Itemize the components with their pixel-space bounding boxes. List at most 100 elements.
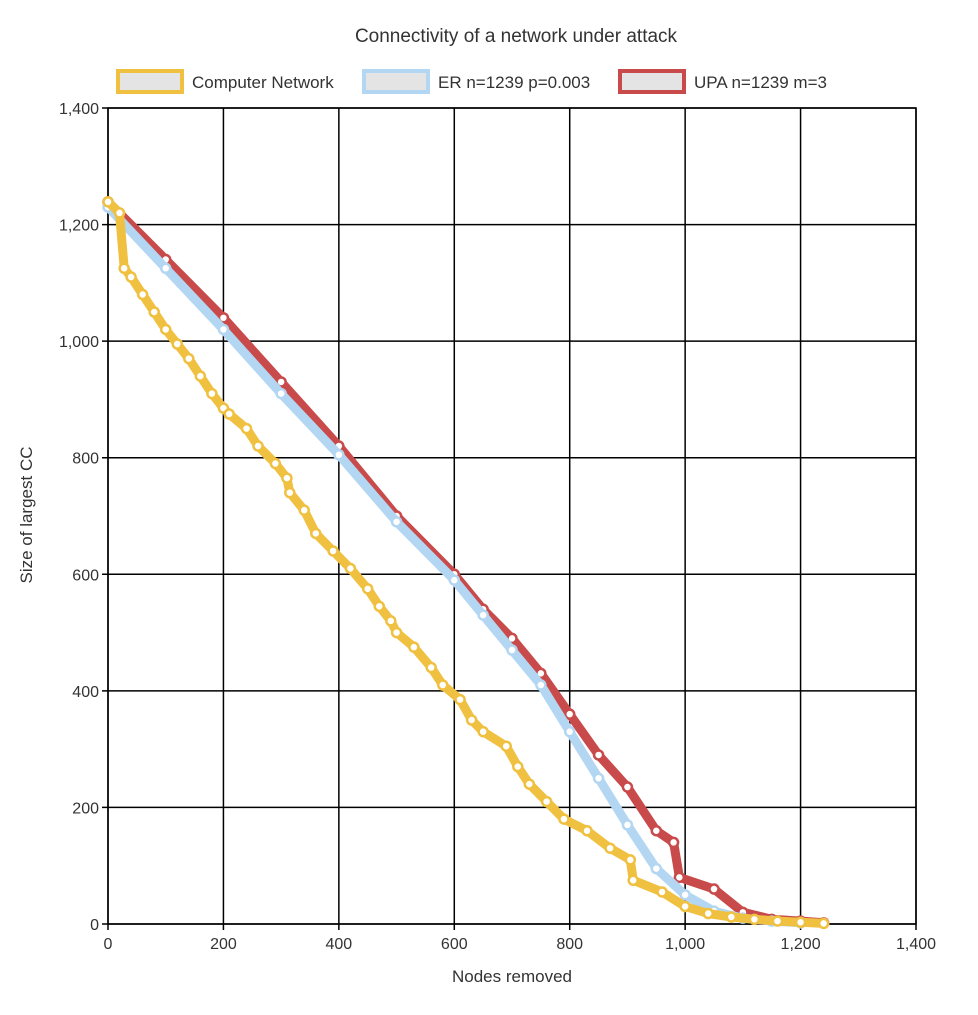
data-point[interactable] — [500, 740, 512, 752]
series-group — [102, 196, 830, 929]
data-point[interactable] — [113, 207, 126, 219]
data-point[interactable] — [650, 824, 663, 837]
data-point[interactable] — [118, 262, 130, 275]
x-tick-label: 0 — [104, 936, 113, 953]
data-point[interactable] — [194, 370, 207, 382]
data-point[interactable] — [748, 913, 761, 926]
x-tick-label: 600 — [441, 936, 468, 953]
data-point[interactable] — [269, 457, 282, 470]
data-point[interactable] — [558, 813, 570, 825]
x-tick-label: 800 — [556, 936, 583, 953]
data-point[interactable] — [679, 889, 691, 901]
legend-label: UPA n=1239 m=3 — [694, 73, 827, 92]
data-point[interactable] — [581, 824, 593, 837]
data-point[interactable] — [159, 262, 172, 275]
data-point[interactable] — [206, 387, 218, 400]
data-point[interactable] — [817, 917, 830, 930]
data-point[interactable] — [240, 422, 253, 435]
data-point[interactable] — [223, 408, 235, 420]
data-point[interactable] — [650, 862, 663, 875]
data-point[interactable] — [627, 874, 639, 887]
data-point[interactable] — [708, 883, 720, 895]
data-point[interactable] — [592, 749, 605, 761]
legend-item: Computer Network — [116, 69, 334, 94]
y-axis-label: Size of largest CC — [17, 447, 36, 584]
x-tick-label: 200 — [210, 936, 237, 953]
data-point[interactable] — [563, 708, 576, 720]
data-point[interactable] — [183, 352, 195, 365]
data-point[interactable] — [136, 288, 149, 301]
data-point[interactable] — [361, 583, 374, 595]
data-point[interactable] — [540, 795, 553, 808]
y-tick-label: 1,400 — [59, 101, 99, 118]
data-point[interactable] — [465, 714, 478, 726]
y-tick-label: 600 — [72, 567, 99, 584]
data-point[interactable] — [159, 323, 172, 336]
legend-label: ER n=1239 p=0.003 — [438, 73, 590, 92]
y-tick-label: 1,000 — [59, 334, 99, 351]
y-tick-label: 0 — [90, 917, 99, 934]
data-point[interactable] — [702, 907, 714, 920]
data-point[interactable] — [148, 306, 160, 318]
data-point[interactable] — [563, 725, 576, 738]
data-point[interactable] — [592, 772, 605, 785]
legend-label: Computer Network — [192, 73, 334, 92]
legend-swatch — [362, 69, 430, 94]
legend-item: UPA n=1239 m=3 — [618, 69, 827, 94]
data-point[interactable] — [281, 472, 293, 484]
data-point[interactable] — [506, 644, 518, 656]
data-point[interactable] — [217, 323, 230, 336]
data-point[interactable] — [298, 504, 310, 516]
x-axis-label: Nodes removed — [452, 967, 572, 986]
data-point[interactable] — [656, 886, 668, 898]
data-point[interactable] — [217, 312, 230, 324]
data-point[interactable] — [102, 196, 114, 208]
data-point[interactable] — [477, 609, 489, 621]
y-tick-label: 800 — [72, 451, 99, 468]
data-point[interactable] — [535, 679, 547, 691]
data-point[interactable] — [604, 842, 616, 854]
data-point[interactable] — [667, 836, 680, 849]
data-point[interactable] — [390, 516, 403, 528]
chart-title: Connectivity of a network under attack — [355, 26, 678, 47]
data-point[interactable] — [771, 915, 784, 927]
series-layer — [102, 196, 830, 930]
data-point[interactable] — [327, 545, 339, 557]
grid — [102, 107, 917, 930]
x-tick-label: 1,400 — [896, 936, 936, 953]
legend: Computer Network ER n=1239 p=0.003 UPA n=1… — [116, 69, 827, 94]
data-point[interactable] — [477, 725, 489, 738]
plot-frame — [107, 107, 917, 925]
data-point[interactable] — [794, 916, 807, 929]
data-point[interactable] — [373, 600, 386, 613]
data-point[interactable] — [725, 911, 738, 923]
data-point[interactable] — [275, 387, 287, 400]
data-point[interactable] — [448, 574, 461, 586]
data-point[interactable] — [390, 626, 403, 639]
data-point[interactable] — [523, 778, 536, 790]
data-point[interactable] — [385, 615, 397, 627]
data-point[interactable] — [310, 527, 322, 540]
legend-item: ER n=1239 p=0.003 — [362, 69, 590, 94]
y-tick-label: 400 — [72, 684, 99, 701]
y-tick-label: 200 — [72, 800, 99, 817]
data-point[interactable] — [436, 679, 449, 691]
data-point[interactable] — [621, 781, 634, 793]
data-point[interactable] — [171, 338, 184, 350]
data-point[interactable] — [408, 641, 420, 653]
data-point[interactable] — [252, 440, 264, 452]
y-tick-label: 1,200 — [59, 218, 99, 235]
data-point[interactable] — [454, 693, 466, 706]
y-axis-ticks: 0 200 400 600 800 1,000 1,200 1,400 — [59, 101, 99, 934]
data-point[interactable] — [425, 661, 437, 674]
data-point[interactable] — [125, 271, 137, 283]
data-point[interactable] — [673, 871, 686, 884]
data-point[interactable] — [621, 819, 634, 831]
data-point[interactable] — [512, 760, 524, 773]
data-point[interactable] — [333, 449, 345, 461]
data-point[interactable] — [624, 854, 637, 866]
data-point[interactable] — [679, 900, 691, 913]
data-point[interactable] — [344, 562, 357, 575]
data-point[interactable] — [284, 486, 296, 499]
